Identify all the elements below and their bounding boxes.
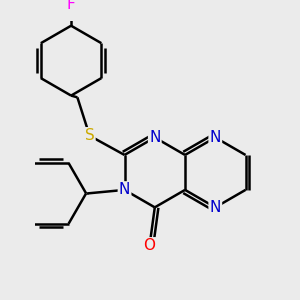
Text: N: N <box>210 130 221 145</box>
Text: O: O <box>143 238 155 253</box>
Text: N: N <box>210 200 221 215</box>
Text: F: F <box>67 0 76 12</box>
Text: N: N <box>149 130 160 145</box>
Text: S: S <box>85 128 94 143</box>
Text: N: N <box>119 182 130 197</box>
